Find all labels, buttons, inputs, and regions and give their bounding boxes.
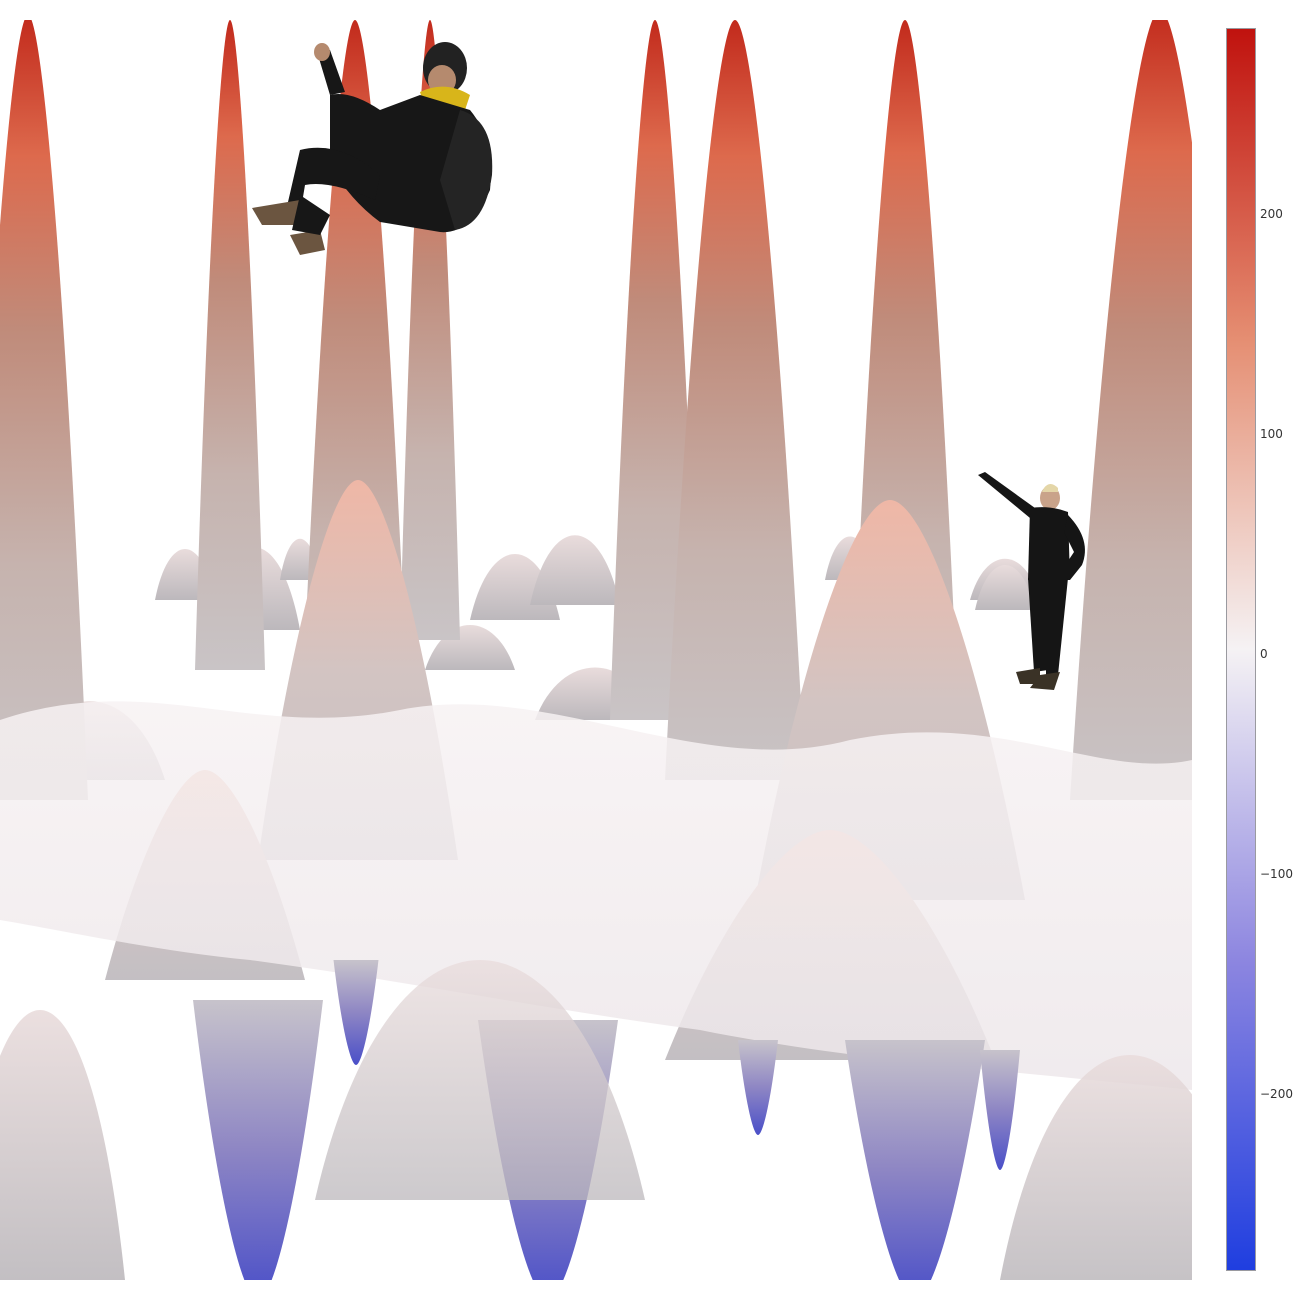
sheet-layer (0, 701, 1192, 1090)
surface-plot[interactable] (0, 20, 1192, 1280)
climbing-person-figure (252, 42, 493, 255)
people-layer (252, 42, 1085, 690)
surface-trough (845, 1040, 985, 1280)
colorbar-tick-label: 0 (1260, 647, 1268, 661)
colorbar-tick-label: −200 (1260, 1087, 1293, 1101)
surface-sheet (0, 701, 1192, 1090)
colorbar: 200 100 0 −100 −200 (1222, 28, 1300, 1273)
surface-svg (0, 20, 1192, 1280)
surface-peak (1070, 20, 1192, 800)
colorbar-gradient (1226, 28, 1256, 1271)
surface-trough (980, 1050, 1020, 1170)
colorbar-tick-label: −100 (1260, 867, 1293, 881)
surface-trough (738, 1040, 778, 1135)
surface-lobe (1000, 1055, 1192, 1280)
surface-trough (193, 1000, 323, 1280)
colorbar-tick-label: 200 (1260, 207, 1283, 221)
pointing-person-figure (978, 472, 1085, 690)
surface-bump (530, 535, 620, 605)
surface-lobe (0, 1010, 125, 1280)
surface-trough (333, 960, 379, 1065)
surface-peak (0, 20, 88, 800)
surface-peak (400, 20, 460, 640)
front-layer (0, 960, 1192, 1280)
colorbar-tick-label: 100 (1260, 427, 1283, 441)
surface-lobe (315, 960, 645, 1200)
surface-bump (975, 565, 1035, 610)
surface-peak (665, 20, 805, 780)
surface-peak (195, 20, 265, 670)
surface-peak (610, 20, 700, 720)
